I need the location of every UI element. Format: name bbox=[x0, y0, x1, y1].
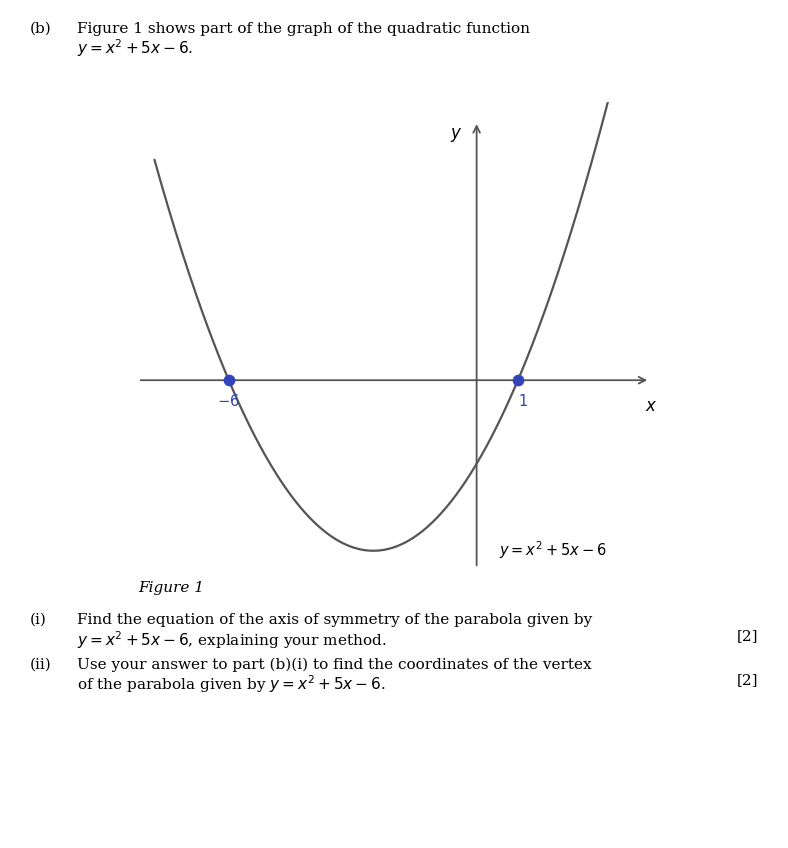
Point bbox=[222, 373, 235, 387]
Text: [2]: [2] bbox=[737, 673, 758, 688]
Text: $y = x^2 + 5x - 6$.: $y = x^2 + 5x - 6$. bbox=[77, 37, 194, 59]
Point bbox=[511, 373, 524, 387]
Text: $1$: $1$ bbox=[518, 393, 528, 409]
Text: Figure 1 shows part of the graph of the quadratic function: Figure 1 shows part of the graph of the … bbox=[77, 22, 530, 36]
Text: $y$: $y$ bbox=[450, 126, 462, 144]
Text: (i): (i) bbox=[30, 613, 46, 628]
Text: Find the equation of the axis of symmetry of the parabola given by: Find the equation of the axis of symmetr… bbox=[77, 613, 593, 628]
Text: (b): (b) bbox=[30, 22, 52, 36]
Text: (ii): (ii) bbox=[30, 657, 52, 672]
Text: of the parabola given by $y = x^2 + 5x - 6$.: of the parabola given by $y = x^2 + 5x -… bbox=[77, 673, 386, 695]
Text: [2]: [2] bbox=[737, 629, 758, 644]
Text: $y = x^2 + 5x - 6$: $y = x^2 + 5x - 6$ bbox=[500, 539, 607, 561]
Text: $y = x^2 + 5x - 6$, explaining your method.: $y = x^2 + 5x - 6$, explaining your meth… bbox=[77, 629, 387, 651]
Text: $x$: $x$ bbox=[645, 399, 657, 416]
Text: $-6$: $-6$ bbox=[217, 393, 240, 409]
Text: Use your answer to part (b)(i) to find the coordinates of the vertex: Use your answer to part (b)(i) to find t… bbox=[77, 657, 592, 672]
Text: Figure 1: Figure 1 bbox=[138, 581, 204, 595]
